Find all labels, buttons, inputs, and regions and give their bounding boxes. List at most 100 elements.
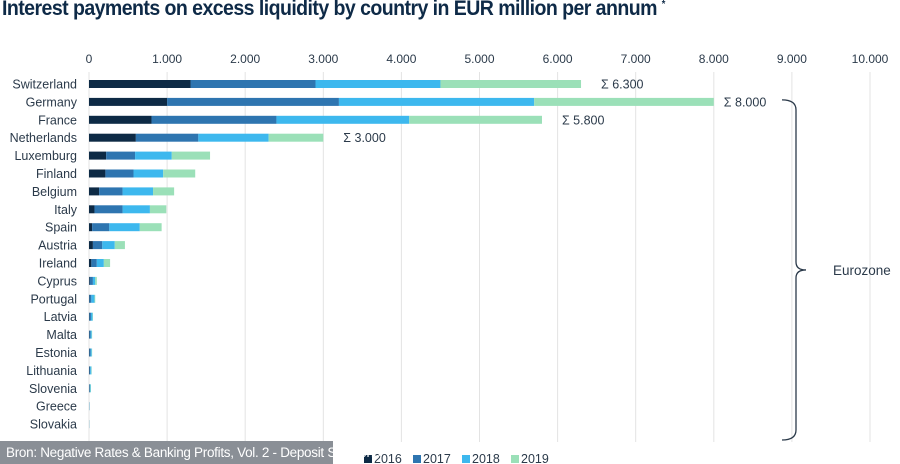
bar-segment-2016 <box>89 205 95 214</box>
legend-label: 2017 <box>423 452 451 464</box>
x-tick-label: 1.000 <box>152 52 182 66</box>
legend-label: 2018 <box>472 452 500 464</box>
bar-segment-2018 <box>90 330 92 339</box>
legend-swatch-2017 <box>413 455 421 463</box>
category-label: Switzerland <box>12 78 77 92</box>
category-label: Finland <box>36 167 77 181</box>
x-tick-label: 8.000 <box>699 52 729 66</box>
bar-segment-2019 <box>94 294 96 303</box>
legend-swatch-2016 <box>364 455 372 463</box>
bar-segment-2017 <box>92 223 110 232</box>
bar-segment-2018 <box>92 276 96 285</box>
bar-segment-2016 <box>89 115 152 124</box>
bar-segment-2019 <box>103 259 111 267</box>
bar-segment-2016 <box>89 169 106 178</box>
bar-segment-2016 <box>89 151 107 160</box>
category-label: Slovenia <box>29 382 77 396</box>
x-tick-label: 2.000 <box>230 52 260 66</box>
bar-segment-2018 <box>135 151 172 160</box>
category-label: Cyprus <box>37 274 77 288</box>
eurozone-annotation: Eurozone <box>833 263 891 278</box>
x-tick-label: 9.000 <box>777 52 807 66</box>
bar-segment-2017 <box>190 80 316 88</box>
bar-segment-2017 <box>106 151 136 160</box>
bar-segment-2019 <box>95 276 97 285</box>
category-label: Malta <box>46 328 77 342</box>
chart-title-text: Interest payments on excess liquidity by… <box>2 0 657 20</box>
x-tick-label: 3.000 <box>308 52 338 66</box>
x-tick-label: 6.000 <box>543 52 573 66</box>
bar-segment-2018 <box>133 169 164 178</box>
category-label: Greece <box>36 400 77 414</box>
total-label: Σ 6.300 <box>601 78 644 92</box>
category-label: Netherlands <box>10 131 77 145</box>
bar-segment-2017 <box>94 205 123 214</box>
bar-segment-2018 <box>90 348 92 357</box>
bar-segment-2017 <box>105 169 134 178</box>
bar-segment-2018 <box>90 366 92 375</box>
category-label: Austria <box>38 239 77 253</box>
bar-segment-2016 <box>89 187 100 196</box>
legend-label: 2019 <box>521 452 549 464</box>
total-label: Σ 5.800 <box>562 113 605 127</box>
bar-segment-2018 <box>109 223 140 232</box>
category-label: Estonia <box>35 346 77 360</box>
chart-title: Interest payments on excess liquidity by… <box>2 0 665 21</box>
bar-segment-2017 <box>89 366 91 375</box>
bar-segment-2016 <box>89 97 168 106</box>
bar-segment-2016 <box>89 241 93 250</box>
total-label: Σ 3.000 <box>343 131 386 145</box>
bar-segment-2018 <box>338 97 535 106</box>
x-tick-label: 5.000 <box>464 52 494 66</box>
category-label: Slovakia <box>30 418 77 432</box>
bar-segment-2017 <box>99 187 123 196</box>
bar-segment-2016 <box>89 133 136 142</box>
bar-segment-2018 <box>276 115 410 124</box>
bar-segment-2018 <box>122 205 150 214</box>
category-label: Latvia <box>44 310 77 324</box>
total-label: Σ 8.000 <box>724 95 767 109</box>
bar-segment-2019 <box>534 97 714 106</box>
bar-segment-2017 <box>89 330 91 339</box>
bar-segment-2019 <box>139 223 162 232</box>
bar-segment-2017 <box>89 294 92 303</box>
bar-segment-2019 <box>163 169 196 178</box>
bar-segment-2019 <box>409 115 542 124</box>
bar-segment-2018 <box>96 259 104 267</box>
legend-label: 2016 <box>374 452 402 464</box>
bar-segment-2019 <box>153 187 175 196</box>
x-tick-label: 4.000 <box>386 52 416 66</box>
bar-segment-2017 <box>92 241 103 250</box>
bar-segment-2018 <box>91 294 95 303</box>
bar-segment-2018 <box>198 133 269 142</box>
bar-segment-2016 <box>89 276 90 285</box>
bar-segment-2019 <box>149 205 167 214</box>
bar-segment-2018 <box>315 80 441 88</box>
bar-segment-2017 <box>91 259 97 267</box>
bar-segment-2019 <box>268 133 324 142</box>
bar-segment-2018 <box>89 384 91 393</box>
eurozone-bracket <box>781 99 807 441</box>
bar-segment-2017 <box>89 312 91 321</box>
bar-segment-2019 <box>171 151 211 160</box>
category-label: Germany <box>26 95 78 109</box>
bar-segment-2018 <box>122 187 154 196</box>
category-label: Italy <box>54 203 78 217</box>
source-caption: Bron: Negative Rates & Banking Profits, … <box>0 441 380 464</box>
bar-segment-2018 <box>102 241 115 250</box>
category-label: Ireland <box>39 257 77 271</box>
bar-segment-2019 <box>440 80 582 88</box>
x-tick-label: 0 <box>86 52 93 66</box>
bar-segment-2017 <box>89 276 93 285</box>
legend-swatch-2018 <box>462 455 470 463</box>
bar-segment-2016 <box>89 223 93 232</box>
bar-segment-2017 <box>135 133 199 142</box>
category-label: Luxemburg <box>14 149 77 163</box>
category-label: Portugal <box>30 292 77 306</box>
x-tick-label: 10.000 <box>852 52 889 66</box>
bar-segment-2017 <box>151 115 277 124</box>
legend-swatch-2019 <box>511 455 519 463</box>
category-label: Spain <box>45 221 77 235</box>
